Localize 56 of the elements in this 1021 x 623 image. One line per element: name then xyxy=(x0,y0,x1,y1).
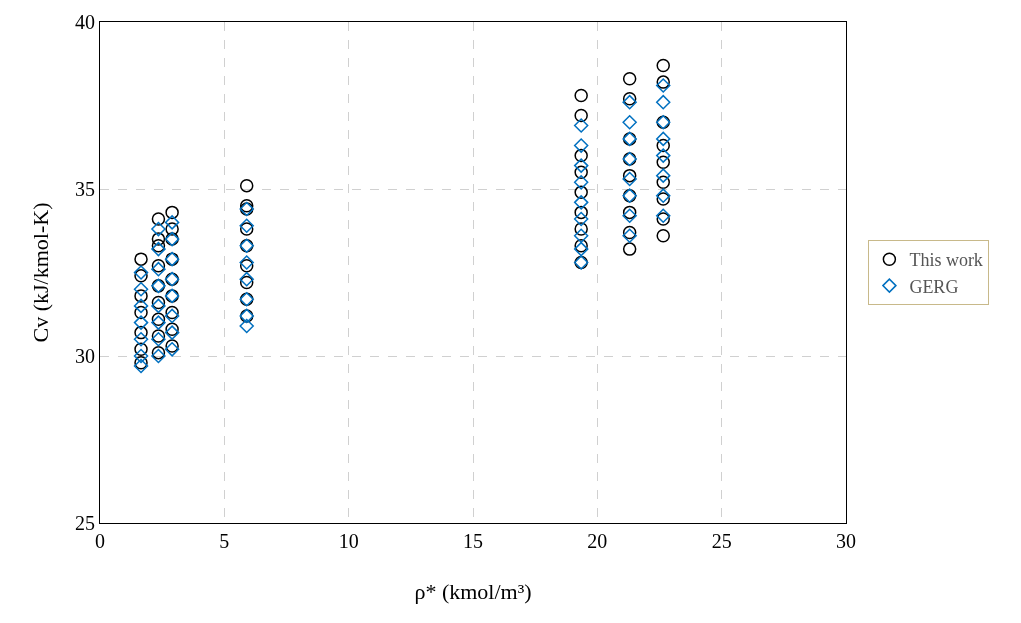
x-axis-title: ρ* (kmol/m³) xyxy=(414,579,532,604)
point xyxy=(239,318,254,334)
y-tick-label: 40 xyxy=(75,11,95,33)
point xyxy=(133,281,149,297)
point xyxy=(151,241,166,257)
point xyxy=(573,138,589,153)
point xyxy=(133,358,149,374)
point xyxy=(133,298,149,314)
point xyxy=(133,332,149,347)
point xyxy=(151,261,166,277)
point xyxy=(151,348,166,364)
point xyxy=(239,271,254,287)
x-tick-label: 0 xyxy=(95,530,105,552)
point xyxy=(133,348,149,364)
point xyxy=(164,325,180,340)
point xyxy=(622,94,637,110)
legend-label: This work xyxy=(909,250,983,271)
point xyxy=(133,315,149,330)
y-tick-label: 30 xyxy=(75,345,95,367)
point xyxy=(655,94,671,110)
point xyxy=(622,171,637,187)
point xyxy=(573,241,589,257)
x-tick-label: 30 xyxy=(836,530,856,552)
legend-label: GERG xyxy=(909,276,959,297)
point xyxy=(655,131,671,147)
point xyxy=(655,168,671,183)
point xyxy=(655,148,671,163)
x-tick-label: 25 xyxy=(711,530,732,552)
point xyxy=(133,265,149,280)
point xyxy=(622,228,637,244)
point xyxy=(573,118,589,133)
point xyxy=(164,308,180,324)
point xyxy=(151,298,166,314)
point xyxy=(655,208,671,223)
point xyxy=(151,332,166,347)
point xyxy=(164,342,180,357)
point xyxy=(239,218,254,233)
y-axis-title: Cv (kJ/kmol-K) xyxy=(27,202,53,343)
point xyxy=(573,175,589,190)
y-tick-label: 35 xyxy=(75,178,95,200)
point xyxy=(164,215,180,230)
point xyxy=(655,78,671,93)
y-tick-label: 25 xyxy=(75,512,95,534)
point xyxy=(622,114,637,130)
point xyxy=(151,221,166,237)
point xyxy=(573,195,589,210)
point xyxy=(239,255,254,270)
point xyxy=(573,158,589,173)
point xyxy=(151,315,166,330)
x-tick-label: 15 xyxy=(463,530,483,552)
x-tick-label: 5 xyxy=(219,530,230,552)
x-tick-label: 20 xyxy=(587,530,608,552)
x-tick-label: 10 xyxy=(338,530,359,552)
point xyxy=(573,211,589,227)
point xyxy=(655,188,671,203)
point xyxy=(573,228,589,244)
